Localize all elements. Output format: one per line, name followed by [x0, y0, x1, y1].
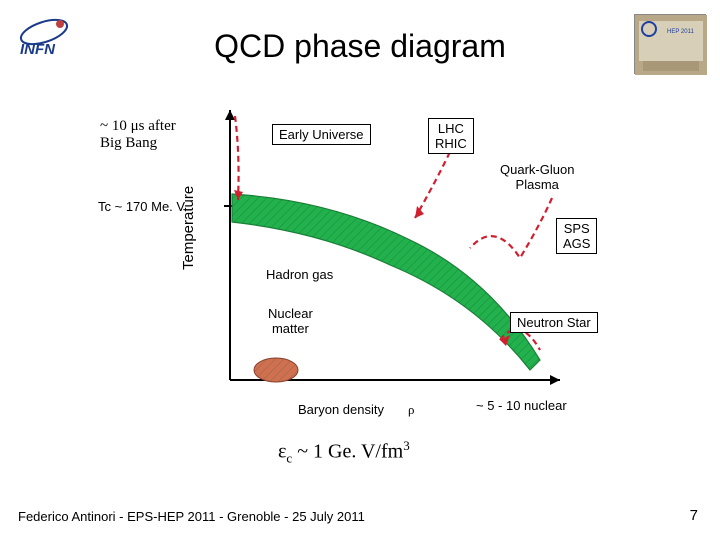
neutron-star-label: Neutron Star	[510, 312, 598, 333]
formula-sup: 3	[403, 438, 410, 453]
tc-label: Tc ~ 170 Me. V	[98, 199, 185, 214]
page-number: 7	[690, 507, 698, 524]
y-axis-label: Temperature	[180, 186, 197, 270]
rho-label: ρ	[408, 402, 415, 418]
lhc-rhic-label: LHCRHIC	[428, 118, 474, 154]
page-title: QCD phase diagram	[0, 28, 720, 65]
formula-mid: ~ 1 Ge. V/fm	[292, 441, 403, 463]
sps-ags-label: SPSAGS	[556, 218, 597, 254]
early-universe-label: Early Universe	[272, 124, 371, 145]
baryon-density-label: Baryon density	[298, 402, 384, 417]
qgp-label: Quark-GluonPlasma	[494, 160, 580, 194]
footer-text: Federico Antinori - EPS-HEP 2011 - Greno…	[18, 509, 365, 524]
nuclear-note-label: ~ 5 - 10 nuclear	[476, 398, 567, 413]
epsilon-c-formula: εc ~ 1 Ge. V/fm3	[278, 438, 410, 467]
nuclear-matter-label: Nuclearmatter	[262, 304, 319, 338]
phase-diagram	[210, 110, 570, 400]
big-bang-label: ~ 10 μs afterBig Bang	[100, 118, 176, 152]
hadron-gas-label: Hadron gas	[260, 265, 339, 284]
